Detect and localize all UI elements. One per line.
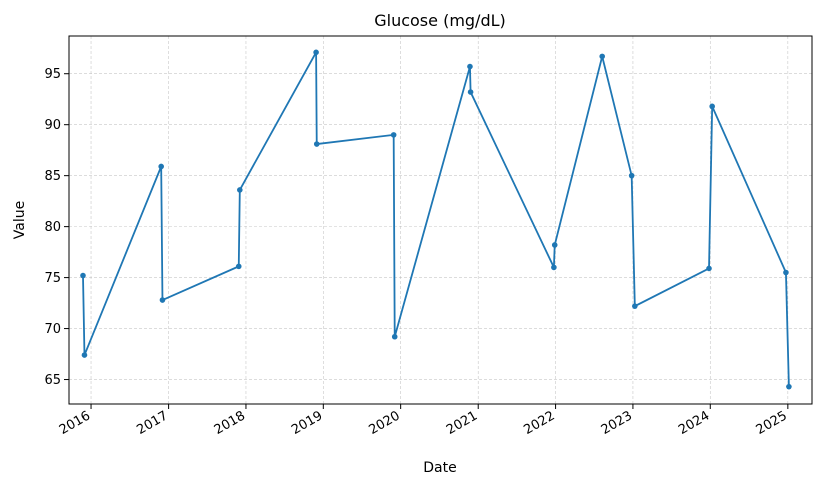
x-tick-label: 2025	[754, 408, 790, 438]
axis-layer: 2016 2017 2018 2019 2020 2021 2022 2023 2024 2025…	[44, 67, 789, 438]
plot-frame	[68, 35, 813, 405]
chart-title: Glucose (mg/dL)	[374, 11, 506, 30]
data-point	[237, 187, 243, 193]
data-point	[783, 269, 789, 276]
data-point	[80, 272, 86, 279]
data-point	[551, 264, 557, 271]
data-point	[159, 297, 166, 303]
data-point	[235, 263, 242, 270]
y-axis-label: Value	[12, 201, 28, 239]
x-tick-label: 2020	[366, 408, 402, 438]
data-point	[313, 49, 319, 56]
y-tick-label: 95	[44, 67, 61, 82]
y-tick-label: 75	[44, 271, 61, 286]
x-tick-label: 2016	[57, 408, 93, 438]
data-point	[632, 303, 638, 309]
series-line	[82, 51, 790, 387]
x-tick-label: 2024	[676, 408, 712, 438]
x-axis-label: Date	[423, 460, 456, 476]
x-tick-label: 2018	[212, 408, 248, 438]
data-point	[551, 242, 558, 248]
data-point	[599, 53, 605, 60]
data-point	[390, 132, 397, 138]
data-point	[391, 333, 398, 340]
data-point	[786, 383, 792, 390]
series-layer	[80, 49, 792, 390]
x-tick-label: 2017	[134, 408, 170, 438]
grid-layer	[69, 36, 812, 404]
y-tick-label: 65	[44, 373, 61, 388]
y-tick-label: 85	[44, 169, 61, 184]
y-tick-label: 70	[44, 322, 61, 337]
x-tick-label: 2019	[289, 408, 325, 438]
data-point	[628, 172, 635, 179]
data-point	[467, 89, 474, 95]
data-point	[158, 163, 164, 170]
y-tick-label: 80	[44, 220, 61, 235]
data-point	[467, 63, 473, 70]
x-tick-label: 2023	[599, 408, 635, 438]
data-point	[709, 103, 715, 110]
y-tick-label: 90	[44, 118, 61, 133]
data-point	[706, 265, 712, 272]
data-point	[81, 352, 88, 358]
x-tick-label: 2021	[444, 408, 480, 438]
data-point	[313, 141, 320, 147]
x-tick-label: 2022	[521, 408, 557, 438]
